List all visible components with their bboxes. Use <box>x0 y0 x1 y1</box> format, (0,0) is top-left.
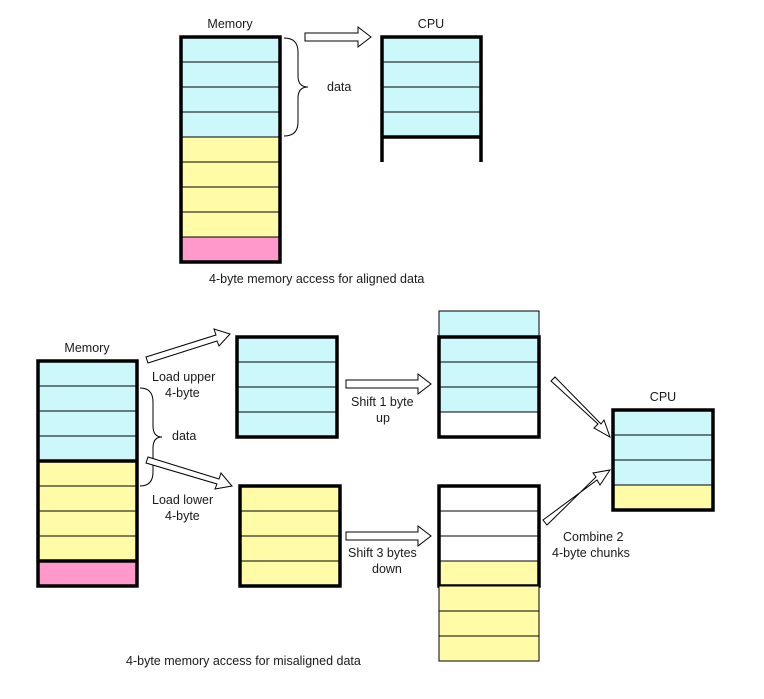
misaligned-section: Memory data Load upper 4-byte Load lower… <box>36 310 715 668</box>
combine-lower-arrow <box>542 469 612 526</box>
shifted-out-byte <box>438 310 540 338</box>
upper-shifted-register <box>437 310 541 439</box>
misaligned-cpu-label: CPU <box>650 390 676 404</box>
aligned-memory-label: Memory <box>207 17 253 31</box>
aligned-section: Memory CPU data <box>179 17 483 286</box>
upper-loaded-register <box>235 335 339 439</box>
shift-up-arrow <box>345 372 432 396</box>
memory-cell-pink <box>181 237 280 262</box>
shift-down-label-line1: Shift 3 bytes <box>348 546 417 560</box>
shift-up-label-line1: Shift 1 byte <box>351 395 414 409</box>
misaligned-data-label: data <box>172 429 196 443</box>
load-lower-label-line1: Load lower <box>152 493 213 507</box>
misaligned-data-brace <box>139 387 163 487</box>
load-upper-label-line2: 4-byte <box>165 386 200 400</box>
combine-label-line2: 4-byte chunks <box>552 546 630 560</box>
combine-label-line1: Combine 2 <box>563 530 623 544</box>
shift-up-label-line2: up <box>376 411 390 425</box>
aligned-transfer-arrow <box>304 25 372 49</box>
lower-loaded-register <box>238 484 342 588</box>
load-lower-label-line2: 4-byte <box>165 509 200 523</box>
misaligned-memory-label: Memory <box>64 341 110 355</box>
shift-down-arrow <box>345 524 432 548</box>
load-upper-label-line1: Load upper <box>152 370 215 384</box>
shifted-out-bytes <box>438 585 540 662</box>
combine-upper-arrow <box>550 376 611 439</box>
final-cpu-register <box>611 408 715 512</box>
load-lower-arrow <box>145 456 233 490</box>
lower-shifted-register <box>437 484 541 662</box>
misaligned-caption: 4-byte memory access for misaligned data <box>126 654 361 668</box>
aligned-data-label: data <box>327 80 351 94</box>
misaligned-memory-block <box>36 359 139 588</box>
aligned-data-brace <box>283 37 309 137</box>
aligned-cpu-register <box>380 35 483 162</box>
aligned-cpu-label: CPU <box>418 17 444 31</box>
load-upper-arrow <box>145 328 231 364</box>
aligned-caption: 4-byte memory access for aligned data <box>209 272 424 286</box>
shift-down-label-line2: down <box>372 562 402 576</box>
aligned-memory-block <box>179 35 282 264</box>
